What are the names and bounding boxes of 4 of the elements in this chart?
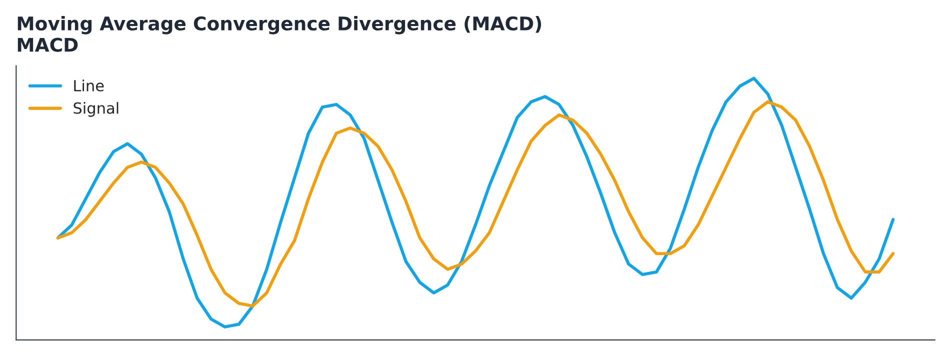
legend-label: Line [74,80,104,92]
chart-title: Moving Average Convergence Divergence (MACD) [18,16,542,34]
chart-subtitle: MACD [18,38,78,52]
legend-label: Signal [74,102,118,117]
